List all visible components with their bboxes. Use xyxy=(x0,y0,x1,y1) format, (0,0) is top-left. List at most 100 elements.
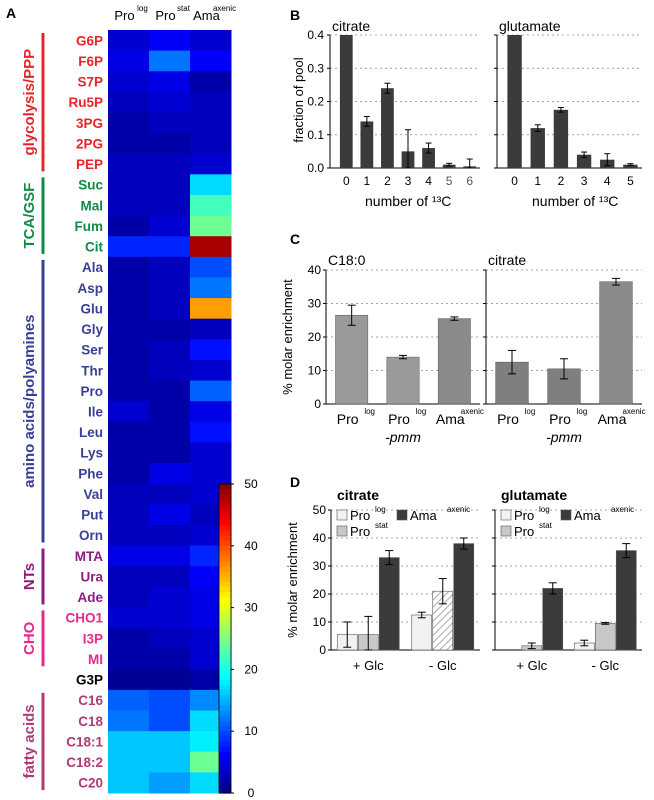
row-label: Pro xyxy=(80,384,103,399)
column-label-sup: axenic xyxy=(213,4,236,13)
y-tick-label: 0 xyxy=(319,643,326,657)
heatmap-cell xyxy=(108,463,150,485)
panel-title: citrate xyxy=(332,18,370,34)
row-label: Lys xyxy=(80,446,103,461)
legend-swatch xyxy=(336,509,348,521)
x-tick-label: Pro xyxy=(549,411,571,427)
x-tick-label: 5 xyxy=(627,174,634,188)
row-label: G6P xyxy=(76,33,103,48)
x-tick-label: 0 xyxy=(343,174,350,188)
row-label: 2PG xyxy=(76,136,103,151)
heatmap-cell xyxy=(149,71,191,93)
row-label: C20 xyxy=(78,776,103,791)
legend-sup: stat xyxy=(375,521,389,530)
heatmap-cell xyxy=(108,648,150,670)
y-tick-label: 0 xyxy=(314,397,321,411)
y-tick-label: 0.2 xyxy=(307,95,324,109)
bar xyxy=(594,623,616,651)
row-label: Asp xyxy=(77,281,103,296)
bar xyxy=(576,154,592,168)
heatmap-cell xyxy=(190,256,232,278)
bar xyxy=(335,314,369,405)
row-label: F6P xyxy=(78,54,103,69)
heatmap-cell xyxy=(108,751,150,773)
heatmap-cell xyxy=(149,504,191,526)
colorbar-tick-label: 30 xyxy=(244,601,258,615)
x-tick-label: - Glc xyxy=(592,658,620,673)
x-tick-label: - Glc xyxy=(429,658,457,673)
bar xyxy=(615,550,637,651)
x-tick-sup: log xyxy=(525,407,536,416)
bar xyxy=(378,557,400,651)
colorbar-segment xyxy=(219,509,231,516)
panel-letter: B xyxy=(290,7,300,23)
legend-swatch xyxy=(336,525,348,537)
heatmap-cell xyxy=(190,442,232,464)
panel-title: citrate xyxy=(337,487,379,503)
heatmap-cell xyxy=(149,194,191,217)
row-label: Thr xyxy=(81,363,103,378)
colorbar-segment xyxy=(219,602,231,609)
y-axis-title: fraction of pool xyxy=(291,57,306,142)
heatmap-cell xyxy=(108,628,150,650)
heatmap-cell xyxy=(149,442,191,464)
colorbar-segment xyxy=(219,679,231,686)
heatmap-cell xyxy=(108,689,150,712)
heatmap-cell xyxy=(149,318,191,340)
colorbar-segment xyxy=(219,726,231,732)
x-tick-sup: axenic xyxy=(622,407,645,416)
column-label: Ama xyxy=(193,8,221,23)
legend-label: Ama xyxy=(574,508,602,523)
colorbar-segment xyxy=(219,484,231,490)
bar xyxy=(411,614,433,651)
heatmap-cell xyxy=(190,194,232,217)
row-label: Leu xyxy=(79,425,103,440)
x-tick-label: Pro xyxy=(337,411,359,427)
colorbar-segment xyxy=(219,669,231,676)
x-tick-label: Pro xyxy=(388,411,410,427)
y-tick-label: 20 xyxy=(313,587,327,601)
heatmap-cell xyxy=(190,277,232,299)
heatmap-cell xyxy=(108,359,150,382)
heatmap-cell xyxy=(149,153,191,175)
heatmap-cell xyxy=(190,153,232,175)
heatmap-cell xyxy=(149,421,191,443)
row-label: C18:2 xyxy=(66,755,103,770)
colorbar-tick-label: 10 xyxy=(244,724,258,738)
colorbar-segment xyxy=(219,545,231,552)
bar xyxy=(339,35,353,168)
heatmap-cell xyxy=(149,524,191,547)
colorbar-segment xyxy=(219,731,231,737)
x-axis-title: number of ¹³C xyxy=(365,193,451,209)
panel-letter: A xyxy=(6,5,16,21)
row-label: Glu xyxy=(81,301,104,316)
legend-label: Pro xyxy=(514,508,534,523)
heatmap-cell xyxy=(108,91,150,113)
colorbar-segment xyxy=(219,741,231,748)
heatmap-cell xyxy=(108,710,150,732)
heatmap-cell xyxy=(108,442,150,464)
colorbar-segment xyxy=(219,535,231,542)
heatmap-cell xyxy=(190,318,232,340)
colorbar-segment xyxy=(219,715,231,722)
panel-title: glutamate xyxy=(501,487,567,503)
colorbar-segment xyxy=(219,581,231,588)
row-label: Fum xyxy=(75,219,104,234)
group-label: TCA/GSF xyxy=(21,183,38,249)
heatmap-cell xyxy=(149,133,191,155)
colorbar-segment xyxy=(219,566,231,573)
colorbar-segment xyxy=(219,720,231,727)
x-tick-label: 3 xyxy=(405,174,412,188)
x-tick-label: 6 xyxy=(466,174,473,188)
column-label-sup: log xyxy=(137,4,148,13)
heatmap-cell xyxy=(149,772,191,794)
legend-label: Ama xyxy=(410,508,438,523)
heatmap-cell xyxy=(108,236,150,258)
y-tick-label: 0.1 xyxy=(307,128,324,142)
colorbar-segment xyxy=(219,623,231,629)
row-label: Ser xyxy=(81,343,104,358)
heatmap-cell xyxy=(190,112,232,134)
y-tick-label: 10 xyxy=(313,615,327,629)
heatmap-cell xyxy=(149,401,191,423)
bar xyxy=(623,164,638,168)
